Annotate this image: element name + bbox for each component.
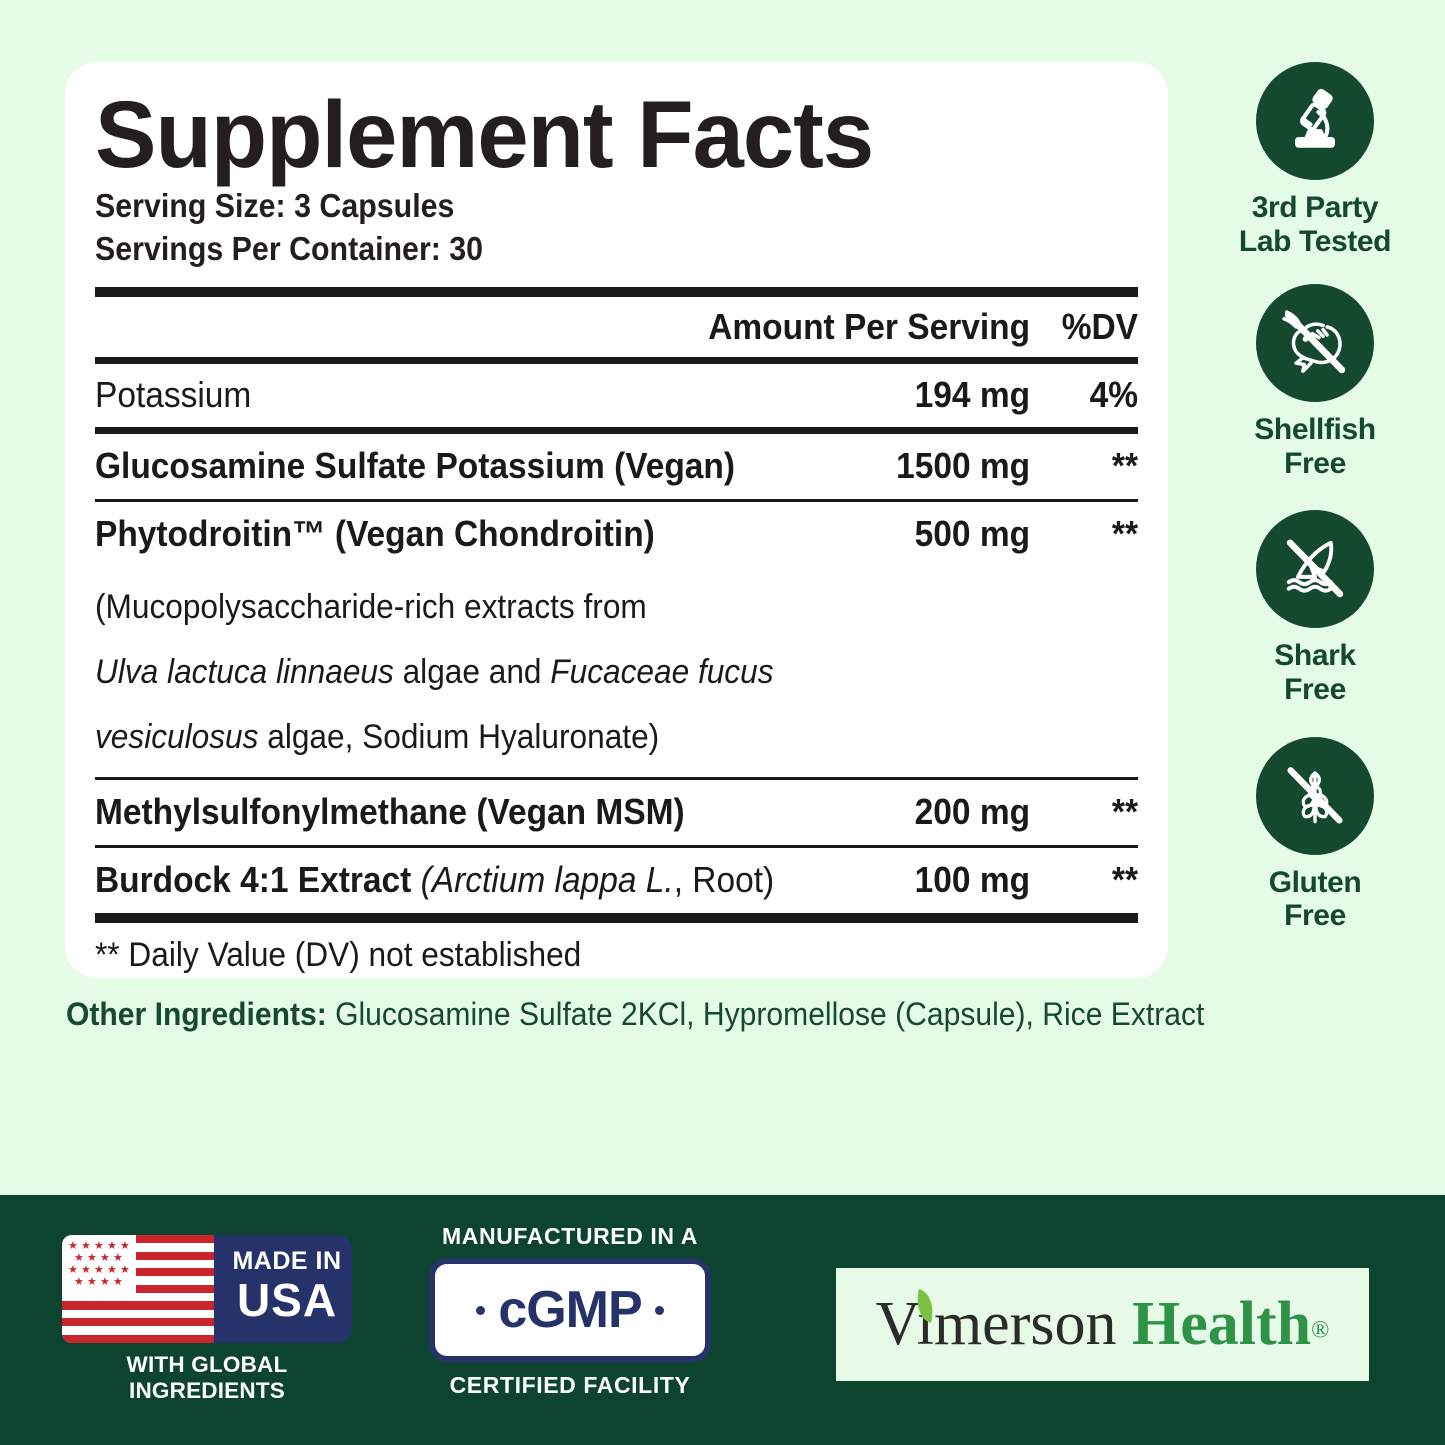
badge-label-line1: 3rd Party	[1251, 191, 1379, 224]
footer-bar: ★ ★ ★ ★ ★ ★ ★ ★ ★ ★ ★ ★ ★ ★ ★ ★ ★ ★ MADE IN USA WITH G…	[0, 1195, 1445, 1445]
brand-name-part1: Vimerson	[875, 1290, 1117, 1358]
subtext-line-3-tail: algae, Sodium Hyaluronate)	[258, 718, 660, 757]
other-ingredients-label: Other Ingredients:	[66, 996, 327, 1032]
row-name: Phytodroitin™ (Vegan Chondroitin)	[95, 512, 655, 554]
table-rule	[95, 426, 1138, 434]
phytodroitin-source-description: (Mucopolysaccharide-rich extracts from U…	[95, 567, 1065, 777]
table-rule	[95, 844, 1138, 848]
badge-label-line1: Shark	[1274, 639, 1356, 673]
row-name: Burdock 4:1 Extract (Arctium lappa L., R…	[95, 859, 849, 901]
row-dv: **	[1111, 444, 1138, 486]
cgmp-bottom-text: CERTIFIED FACILITY	[449, 1372, 691, 1398]
brand-logo: Vimerson Health®	[833, 1265, 1372, 1384]
badge-3rd-party-lab-tested: 3rd Party Lab Tested	[1190, 62, 1440, 258]
no-shrimp-icon	[1256, 284, 1374, 403]
row-amount: 1500 mg	[895, 444, 1030, 486]
flag-stripes	[62, 1235, 214, 1343]
cgmp-dot-right	[654, 1305, 664, 1315]
nutrition-table: Amount Per Serving %DV Potassium 194 mg …	[95, 286, 1138, 975]
subtext-line-1: (Mucopolysaccharide-rich extracts from	[95, 587, 647, 626]
table-rule-bottom	[95, 912, 1138, 923]
table-row: Potassium 194 mg 4%	[95, 364, 1138, 427]
panel-title: Supplement Facts	[95, 82, 874, 188]
row-amount: 500 mg	[914, 512, 1030, 554]
badge-label-line2: Free	[1284, 672, 1346, 706]
badge-shellfish-free: Shellfish Free	[1190, 284, 1440, 480]
row-amount: 200 mg	[914, 790, 1030, 832]
row-name-main: Burdock 4:1 Extract	[95, 858, 412, 900]
badge-gluten-free: Gluten Free	[1190, 736, 1440, 933]
subtext-species-2: Fucaceae fucus	[550, 653, 774, 692]
row-dv: **	[1111, 858, 1138, 900]
table-row: Phytodroitin™ (Vegan Chondroitin) 500 mg…	[95, 502, 1138, 567]
no-wheat-icon	[1256, 736, 1374, 855]
subtext-conjunction: algae and	[393, 653, 551, 692]
badge-label-line2: Free	[1284, 899, 1346, 933]
usa-text-block: MADE IN USA	[224, 1247, 350, 1326]
table-row: Glucosamine Sulfate Potassium (Vegan) 15…	[95, 434, 1138, 499]
badge-label: 3rd Party Lab Tested	[1238, 191, 1392, 258]
brand-name-part2: Health	[1116, 1290, 1312, 1358]
badge-label-line2: Free	[1284, 446, 1346, 480]
global-ingredients-text: WITH GLOBAL INGREDIENTS	[126, 1352, 288, 1403]
serving-size: Serving Size: 3 Capsules	[95, 187, 455, 224]
row-dv: **	[1111, 512, 1138, 554]
no-shark-fin-icon	[1256, 510, 1374, 629]
cgmp-word: cGMP	[498, 1281, 642, 1339]
cgmp-dot-left	[476, 1305, 486, 1315]
other-ingredients-value: Glucosamine Sulfate 2KCl, Hypromellose (…	[326, 996, 1205, 1032]
row-name: Potassium	[95, 373, 252, 415]
header-amount-per-serving: Amount Per Serving	[708, 305, 1030, 347]
table-row: Methylsulfonylmethane (Vegan MSM) 200 mg…	[95, 780, 1138, 845]
row-name: Methylsulfonylmethane (Vegan MSM)	[95, 790, 685, 832]
header-percent-dv: %DV	[1061, 305, 1138, 347]
usa-text: USA	[236, 1274, 338, 1326]
row-dv: 4%	[1089, 373, 1138, 415]
cgmp-plate: cGMP	[429, 1258, 711, 1362]
table-rule	[95, 776, 1138, 780]
subtext-species-1: Ulva lactuca linnaeus	[95, 653, 394, 692]
usa-flag-icon: ★ ★ ★ ★ ★ ★ ★ ★ ★ ★ ★ ★ ★ ★ ★ ★ ★ ★	[62, 1235, 214, 1343]
table-rule-top	[95, 286, 1138, 297]
table-rule-under-header	[95, 356, 1138, 364]
row-name: Glucosamine Sulfate Potassium (Vegan)	[95, 444, 736, 486]
servings-per-container: Servings Per Container: 30	[95, 229, 484, 267]
cgmp-badge: MANUFACTURED IN A cGMP CERTIFIED FACILIT…	[420, 1223, 720, 1399]
table-row: Burdock 4:1 Extract (Arctium lappa L., R…	[95, 848, 1138, 913]
supplement-facts-card: Supplement Facts Serving Size: 3 Capsule…	[65, 62, 1168, 978]
made-in-usa-badge: ★ ★ ★ ★ ★ ★ ★ ★ ★ ★ ★ ★ ★ ★ ★ ★ ★ ★ MADE IN USA WITH G…	[62, 1235, 352, 1404]
table-header-row: Amount Per Serving %DV	[95, 297, 1138, 357]
subtext-species-3: vesiculosus	[95, 718, 259, 757]
cgmp-top-text: MANUFACTURED IN A	[442, 1223, 698, 1249]
daily-value-footnote: ** Daily Value (DV) not established	[95, 935, 582, 974]
badge-label-line1: Shellfish	[1254, 413, 1376, 447]
certification-badge-column: 3rd Party Lab Tested Shellfi	[1190, 62, 1440, 951]
other-ingredients: Other Ingredients: Glucosamine Sulfate 2…	[66, 996, 1204, 1033]
microscope-icon	[1256, 62, 1374, 180]
row-amount: 100 mg	[914, 858, 1030, 900]
row-name-part: , Root)	[673, 858, 775, 900]
usa-plate: ★ ★ ★ ★ ★ ★ ★ ★ ★ ★ ★ ★ ★ ★ ★ ★ ★ ★ MADE IN USA	[62, 1235, 352, 1343]
row-amount: 194 mg	[914, 373, 1030, 415]
badge-label-line2: Lab Tested	[1238, 224, 1392, 258]
registered-trademark-symbol: ®	[1311, 1317, 1330, 1344]
badge-shark-free: Shark Free	[1190, 510, 1440, 706]
badge-label-line1: Gluten	[1268, 865, 1362, 899]
table-rule	[95, 498, 1138, 502]
badge-label: Gluten Free	[1269, 866, 1362, 933]
row-name-botanical: (Arctium lappa L.	[420, 858, 674, 900]
made-in-text: MADE IN	[232, 1247, 342, 1275]
flag-canton: ★ ★ ★ ★ ★ ★ ★ ★ ★ ★ ★ ★ ★ ★ ★ ★ ★ ★	[62, 1235, 136, 1293]
badge-label: Shellfish Free	[1254, 413, 1376, 480]
vimerson-health-logo: Vimerson Health®	[875, 1289, 1330, 1360]
badge-label: Shark Free	[1274, 639, 1356, 706]
row-dv: **	[1111, 790, 1138, 832]
